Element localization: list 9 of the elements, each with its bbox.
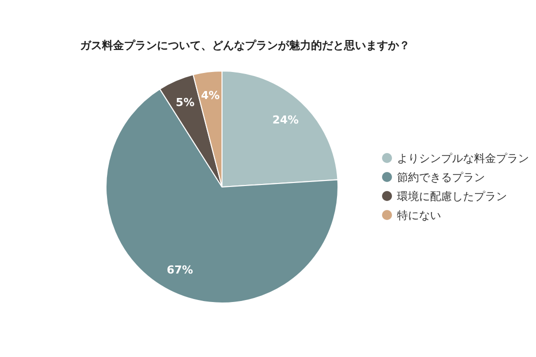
legend-label: 環境に配慮したプラン (397, 190, 507, 203)
legend-label: 特にない (397, 209, 441, 222)
legend-label: よりシンプルな料金プラン (397, 152, 529, 165)
data-label: 24% (272, 113, 299, 126)
chart-title: ガス料金プランについて、どんなプランが魅力的だと思いますか？ (80, 39, 410, 52)
legend-label: 節約できるプラン (397, 171, 485, 184)
data-label: 4% (201, 88, 220, 102)
data-label: 5% (176, 96, 194, 109)
data-label: 67% (166, 264, 194, 277)
